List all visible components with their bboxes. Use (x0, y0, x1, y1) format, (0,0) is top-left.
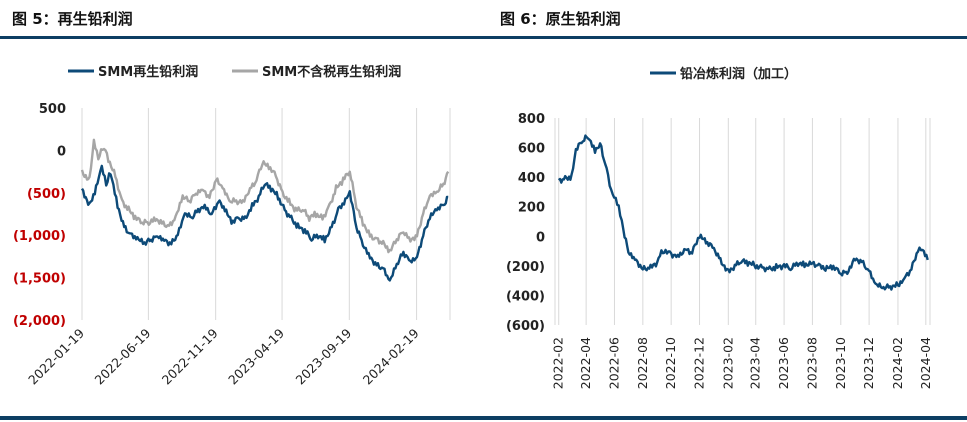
y-tick-label: (600) (506, 319, 545, 334)
legend-label: SMM不含税再生铅利润 (262, 64, 401, 80)
y-tick-label: (1,500) (13, 272, 66, 287)
x-tick-label: 2022-12 (692, 337, 707, 389)
x-tick-label: 2022-11-19 (159, 325, 221, 387)
chart-1: 500 0 (500) (1,000) (1,500) (2,000)2022-01-19… (13, 64, 451, 387)
x-tick-label: 2022-06 (606, 337, 621, 389)
y-tick-label: 200 (518, 201, 545, 216)
x-tick-label: 2023-10 (833, 337, 848, 389)
x-tick-label: 2022-02 (551, 337, 566, 389)
figure-6-title: 图 6：原生铅利润 (500, 10, 621, 28)
y-tick-label: 0 (57, 144, 66, 159)
bottom-rule (0, 416, 967, 420)
x-tick-label: 2022-08 (635, 337, 650, 389)
top-rule (0, 36, 967, 39)
y-tick-label: 600 (518, 142, 545, 157)
x-tick-label: 2023-02 (720, 337, 735, 389)
x-tick-label: 2022-10 (663, 337, 678, 389)
series-line-1 (80, 164, 449, 282)
x-tick-label: 2022-06-19 (92, 325, 154, 387)
x-tick-label: 2023-12 (861, 337, 876, 389)
chart-2: 800 600 400 200 0 (200) (400) (600) 2022-02 2022-… (506, 66, 933, 389)
x-tick-label: 2024-02-19 (360, 325, 422, 387)
series-line-2 (80, 138, 450, 254)
legend-label: SMM再生铅利润 (98, 64, 198, 80)
y-tick-label: (1,000) (13, 229, 66, 244)
x-tick-label: 2023-04-19 (225, 325, 287, 387)
y-tick-label: (400) (506, 289, 545, 304)
y-tick-label: (500) (27, 187, 66, 202)
y-tick-label: 400 (518, 171, 545, 186)
x-tick-label: 2022-04 (578, 337, 593, 389)
x-tick-label: 2023-06 (776, 337, 791, 389)
x-tick-label: 2023-09-19 (292, 325, 354, 387)
y-tick-label: (200) (506, 260, 545, 275)
legend-label: 铅冶炼利润（加工） (680, 66, 797, 82)
y-tick-label: (2,000) (13, 314, 66, 329)
x-tick-label: 2023-04 (748, 337, 763, 389)
y-tick-label: 0 (536, 230, 545, 245)
series-line-1 (557, 134, 929, 291)
x-tick-label: 2023-08 (804, 337, 819, 389)
figure-5-title: 图 5：再生铅利润 (12, 10, 133, 28)
y-tick-label: 800 (518, 112, 545, 127)
x-tick-label: 2024-02 (890, 337, 905, 389)
x-tick-label: 2024-04 (918, 337, 933, 389)
x-tick-label: 2022-01-19 (25, 325, 87, 387)
y-tick-label: 500 (39, 102, 66, 117)
